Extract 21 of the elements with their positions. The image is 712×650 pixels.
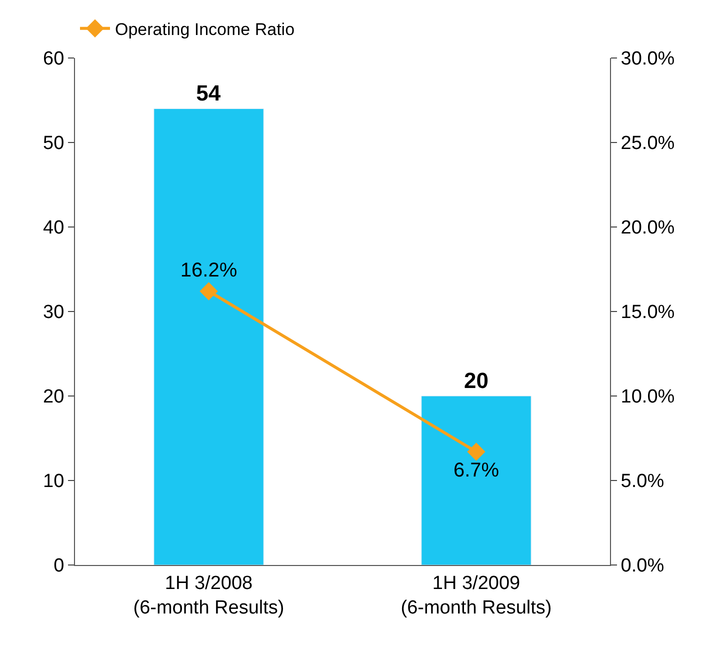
data-label: 16.2%	[180, 259, 238, 282]
y-tick-label: 20	[43, 386, 64, 408]
y-tick-label: 30	[43, 302, 64, 324]
y2-tick-label: 15.0%	[620, 302, 675, 324]
y2-tick-label: 25.0%	[620, 133, 675, 154]
y2-tick-label: 10.0%	[620, 386, 675, 408]
y2-tick-label: 5.0%	[620, 471, 664, 492]
y-tick-label: 10	[43, 471, 64, 492]
x-tick-label: 1H 3/2008 (6-month Results)	[133, 572, 284, 618]
y2-tick-label: 20.0%	[620, 218, 675, 239]
data-label: 20	[464, 368, 488, 393]
y2-tick-label: 30.0%	[620, 48, 675, 70]
y-tick-label: 40	[43, 218, 64, 239]
legend-label: Operating Income Ratio	[115, 20, 295, 40]
y-tick-label: 0	[54, 556, 64, 577]
data-label: 54	[196, 80, 222, 106]
data-label: 6.7%	[453, 460, 500, 482]
x-tick-label: 1H 3/2009 (6-month Results)	[400, 572, 552, 618]
y-tick-label: 50	[43, 133, 64, 154]
y2-tick-label: 0.0%	[620, 556, 664, 577]
y-tick-label: 60	[43, 48, 64, 70]
